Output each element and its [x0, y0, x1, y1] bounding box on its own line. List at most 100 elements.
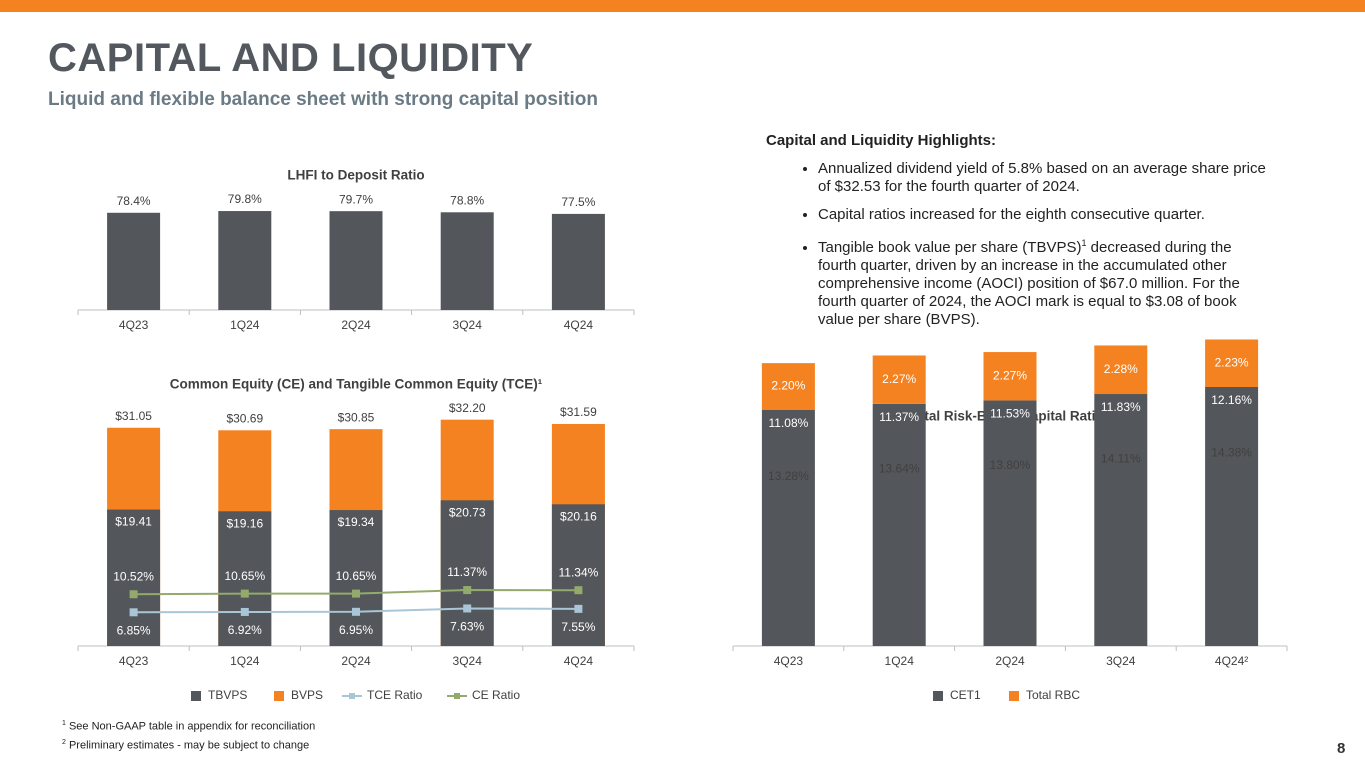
total-label: 13.28%: [768, 469, 809, 483]
value-label: 11.08%: [768, 416, 808, 430]
value-label: 2.27%: [882, 372, 916, 386]
value-label: 6.95%: [339, 623, 373, 637]
bar-segment: [983, 352, 1037, 401]
footnotes: 1 See Non-GAAP table in appendix for rec…: [62, 716, 315, 753]
total-label: 14.38%: [1211, 446, 1252, 460]
bar-segment: [761, 363, 815, 410]
marker: [240, 589, 249, 598]
bullet-text: decreased during the fourth quarter, dri…: [818, 239, 1240, 328]
value-label: 79.7%: [339, 192, 373, 206]
value-label: 11.53%: [990, 407, 1030, 421]
marker: [129, 590, 138, 599]
bar: [329, 211, 383, 310]
bullet-text: Capital ratios increased for the eighth …: [818, 206, 1205, 223]
x-tick-label: 4Q24²: [1215, 654, 1248, 668]
slide-title: CAPITAL AND LIQUIDITY: [48, 36, 534, 80]
value-label: $31.05: [115, 409, 152, 423]
bar-segment: [1205, 386, 1259, 646]
slide-subtitle: Liquid and flexible balance sheet with s…: [48, 89, 599, 110]
marker: [352, 589, 360, 598]
legend-label: TCE Ratio: [367, 688, 423, 702]
legend-swatch: [933, 691, 943, 701]
value-label: 7.55%: [561, 620, 595, 634]
bar: [551, 213, 605, 310]
legend-marker: [349, 693, 355, 699]
x-tick-label: 1Q24: [230, 318, 260, 332]
x-tick-label: 2Q24: [341, 318, 371, 332]
x-tick-label: 4Q23: [774, 654, 804, 668]
value-label: 7.63%: [450, 620, 484, 634]
value-label: 10.52%: [113, 569, 154, 583]
footnote-ref: 1: [1081, 238, 1087, 248]
marker: [463, 586, 472, 595]
x-tick-label: 4Q24: [564, 318, 594, 332]
value-label: 2.27%: [993, 368, 1027, 382]
bar-segment: [1094, 345, 1148, 395]
legend-swatch: [191, 691, 201, 701]
bar-segment: [761, 409, 815, 646]
marker: [463, 604, 472, 613]
value-label: $19.41: [115, 515, 152, 529]
value-label: 78.8%: [450, 193, 484, 207]
bullet: Capital ratios increased for the eighth …: [818, 206, 1266, 224]
value-label: 11.34%: [558, 565, 598, 579]
bar: [551, 504, 605, 646]
footnote-mark: 1: [62, 720, 66, 727]
bullet: Tangible book value per share (TBVPS)1 d…: [818, 234, 1266, 329]
value-label: 6.92%: [228, 623, 262, 637]
value-label: $19.34: [338, 515, 375, 529]
footnote: 1 See Non-GAAP table in appendix for rec…: [62, 716, 315, 735]
chart-title: Common Equity (CE) and Tangible Common E…: [170, 377, 543, 392]
bar: [218, 511, 272, 646]
bullet-text: Tangible book value per share (TBVPS): [818, 239, 1082, 256]
marker: [240, 607, 249, 616]
value-label: 12.16%: [1211, 393, 1252, 407]
legend-label: TBVPS: [208, 688, 247, 702]
total-label: 14.11%: [1101, 451, 1141, 465]
value-label: $31.59: [560, 405, 597, 419]
x-tick-label: 3Q24: [453, 318, 483, 332]
x-tick-label: 2Q24: [995, 654, 1025, 668]
value-label: 11.37%: [447, 565, 487, 579]
bar-segment: [1205, 339, 1259, 387]
bullet: Annualized dividend yield of 5.8% based …: [818, 160, 1266, 196]
value-label: 10.65%: [224, 569, 265, 583]
bar: [329, 510, 383, 646]
total-label: 13.64%: [879, 461, 920, 475]
legend-swatch: [274, 691, 284, 701]
legend-label: CET1: [950, 688, 981, 702]
marker: [574, 586, 583, 595]
x-tick-label: 1Q24: [885, 654, 915, 668]
marker: [129, 608, 138, 617]
value-label: $20.73: [449, 505, 486, 519]
highlights-heading: Capital and Liquidity Highlights:: [766, 132, 996, 149]
value-label: 11.83%: [1101, 400, 1141, 414]
x-tick-label: 4Q23: [119, 318, 149, 332]
x-tick-label: 1Q24: [230, 654, 260, 668]
legend-label: Total RBC: [1026, 688, 1080, 702]
bar-segment: [872, 355, 926, 404]
bar-segment: [1094, 394, 1148, 646]
value-label: 79.8%: [228, 192, 262, 206]
highlights: Capital and Liquidity Highlights: Annual…: [766, 132, 1266, 339]
legend-label: CE Ratio: [472, 688, 520, 702]
x-tick-label: 2Q24: [341, 654, 371, 668]
value-label: 2.28%: [1104, 362, 1138, 376]
total-label: 13.80%: [990, 458, 1031, 472]
value-label: 6.85%: [117, 623, 151, 637]
highlights-list: Annualized dividend yield of 5.8% based …: [766, 160, 1266, 329]
value-label: $20.16: [560, 509, 597, 523]
value-label: 78.4%: [117, 194, 151, 208]
footnote-mark: 2: [62, 738, 66, 746]
legend-label: BVPS: [291, 688, 323, 702]
value-label: $30.85: [338, 410, 375, 424]
bar-segment: [983, 400, 1037, 646]
footnote-text: Preliminary estimates - may be subject t…: [68, 739, 310, 752]
bar: [440, 212, 494, 310]
bullet-text: Annualized dividend yield of 5.8% based …: [818, 160, 1266, 195]
legend-swatch: [1009, 691, 1019, 701]
marker: [574, 604, 583, 613]
x-tick-label: 4Q24: [564, 654, 594, 668]
bar-segment: [872, 403, 926, 646]
